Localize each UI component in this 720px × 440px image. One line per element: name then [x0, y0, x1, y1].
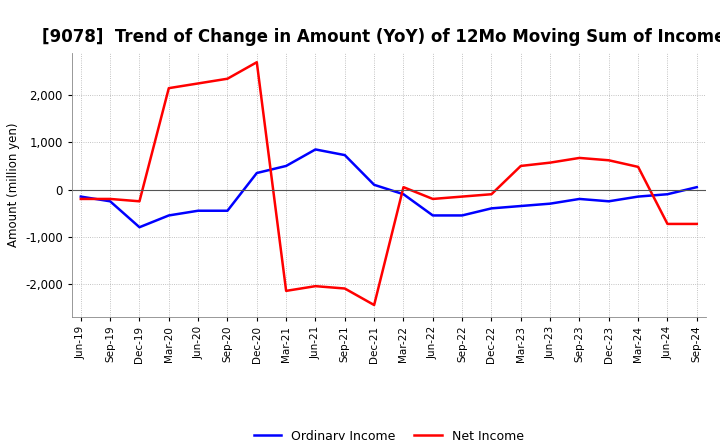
- Ordinary Income: [106, 198, 114, 204]
- Ordinary Income: [487, 206, 496, 211]
- Ordinary Income: [546, 201, 554, 206]
- Net Income: [106, 196, 114, 202]
- Ordinary Income: [135, 224, 144, 230]
- Net Income: [76, 196, 85, 202]
- Net Income: [194, 81, 202, 86]
- Ordinary Income: [428, 213, 437, 218]
- Ordinary Income: [76, 194, 85, 199]
- Net Income: [458, 194, 467, 199]
- Ordinary Income: [253, 170, 261, 176]
- Ordinary Income: [311, 147, 320, 152]
- Net Income: [428, 196, 437, 202]
- Title: [9078]  Trend of Change in Amount (YoY) of 12Mo Moving Sum of Incomes: [9078] Trend of Change in Amount (YoY) o…: [42, 28, 720, 46]
- Legend: Ordinary Income, Net Income: Ordinary Income, Net Income: [248, 425, 529, 440]
- Net Income: [399, 184, 408, 190]
- Ordinary Income: [194, 208, 202, 213]
- Ordinary Income: [458, 213, 467, 218]
- Net Income: [370, 302, 379, 308]
- Ordinary Income: [370, 182, 379, 187]
- Ordinary Income: [693, 184, 701, 190]
- Ordinary Income: [575, 196, 584, 202]
- Net Income: [253, 59, 261, 65]
- Net Income: [164, 85, 173, 91]
- Net Income: [575, 155, 584, 161]
- Net Income: [311, 283, 320, 289]
- Net Income: [663, 221, 672, 227]
- Net Income: [487, 191, 496, 197]
- Ordinary Income: [605, 198, 613, 204]
- Net Income: [282, 288, 290, 293]
- Net Income: [546, 160, 554, 165]
- Ordinary Income: [399, 191, 408, 197]
- Net Income: [135, 198, 144, 204]
- Ordinary Income: [164, 213, 173, 218]
- Ordinary Income: [663, 191, 672, 197]
- Net Income: [341, 286, 349, 291]
- Ordinary Income: [516, 203, 525, 209]
- Line: Net Income: Net Income: [81, 62, 697, 305]
- Y-axis label: Amount (million yen): Amount (million yen): [6, 123, 19, 247]
- Net Income: [223, 76, 232, 81]
- Net Income: [605, 158, 613, 163]
- Ordinary Income: [223, 208, 232, 213]
- Ordinary Income: [341, 152, 349, 158]
- Line: Ordinary Income: Ordinary Income: [81, 150, 697, 227]
- Ordinary Income: [282, 163, 290, 169]
- Ordinary Income: [634, 194, 642, 199]
- Net Income: [634, 164, 642, 169]
- Net Income: [516, 163, 525, 169]
- Net Income: [693, 221, 701, 227]
